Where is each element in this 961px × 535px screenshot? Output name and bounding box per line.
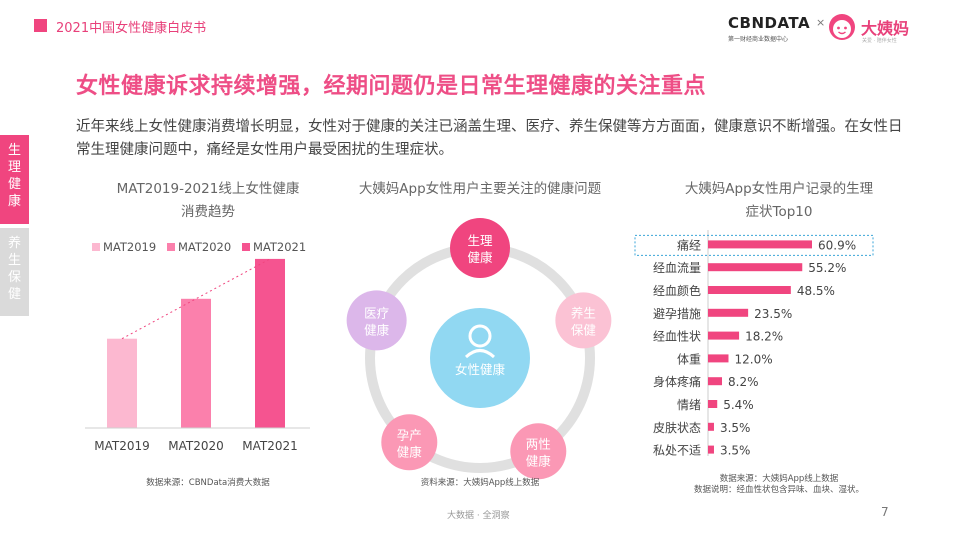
bar-皮肤状态 [708, 422, 714, 431]
bar-体重 [708, 354, 729, 363]
bar-身体疼痛 [708, 377, 723, 386]
bar-经血颜色 [708, 286, 791, 294]
chart3-title-line1: 大姨妈App女性用户记录的生理 [684, 181, 874, 197]
category-label: 经血流量 [653, 261, 701, 275]
node-label: 健康 [467, 250, 493, 265]
page-title: 女性健康诉求持续增强，经期问题仍是日常生理健康的关注重点 [76, 74, 707, 99]
side-tab-physiological-health[interactable]: 生理健康 [0, 135, 29, 224]
value-label: 5.4% [723, 398, 754, 412]
node-circle [381, 414, 438, 471]
chart1-source: 数据来源：CBNData消费大数据 [146, 478, 270, 488]
cbndata-logo: CBNDATA [728, 14, 811, 32]
legend-label: MAT2020 [178, 240, 231, 254]
legend-swatch [167, 243, 175, 251]
brand-times: × [816, 16, 826, 29]
page-description: 近年来线上女性健康消费增长明显，女性对于健康的关注已涵盖生理、医疗、养生保健等方… [76, 119, 903, 158]
bar-经血性状 [708, 331, 740, 340]
footer-slogan: 大数据 · 全洞察 [447, 511, 510, 521]
value-label: 3.5% [720, 444, 751, 458]
bar-MAT2019 [107, 338, 137, 428]
category-label: 痛经 [677, 237, 701, 252]
value-label: 55.2% [808, 261, 846, 275]
trend-line [121, 258, 271, 340]
page-number: 7 [881, 505, 889, 519]
woman-icon [464, 324, 496, 359]
category-label: 避孕措施 [653, 307, 701, 321]
category-label: 体重 [677, 352, 701, 366]
value-label: 12.0% [734, 352, 772, 366]
side-tab-char: 康 [7, 194, 21, 209]
bar-经血流量 [708, 263, 803, 272]
dayima-slogan: 关爱 · 陪伴女性 [862, 38, 897, 44]
legend-swatch [242, 243, 250, 251]
node-circle [450, 218, 510, 278]
node-circle [510, 423, 567, 480]
value-label: 23.5% [754, 307, 792, 321]
dayima-logo-icon [829, 14, 855, 40]
side-tab-char: 健 [7, 287, 21, 302]
value-label: 8.2% [728, 375, 759, 389]
node-circle [346, 290, 407, 351]
legend-label: MAT2019 [103, 240, 156, 254]
node-label: 医疗 [364, 305, 389, 320]
value-label: 3.5% [720, 421, 751, 435]
value-label: 18.2% [745, 330, 783, 344]
side-tab-char: 理 [7, 160, 21, 175]
category-label: 经血性状 [653, 330, 701, 344]
chart1-consumption-trend: MAT2019 MAT2020 MAT2021 MAT2019 MAT2020 MAT20… [85, 240, 310, 453]
chart3-source-line1: 数据来源：大姨妈App线上数据 [719, 474, 839, 484]
category-label: 皮肤状态 [653, 420, 701, 435]
node-label: 健康 [364, 322, 390, 337]
bar-私处不适 [708, 445, 714, 454]
center-label: 女性健康 [455, 362, 506, 377]
bar-避孕措施 [708, 308, 749, 317]
header-square-icon [34, 19, 47, 32]
side-tab-char: 保 [7, 270, 21, 285]
chart1-title-line1: MAT2019-2021线上女性健康 [116, 181, 300, 197]
dayima-logo-text: 大姨妈 [861, 19, 910, 38]
chart3-title: 大姨妈App女性用户记录的生理 症状Top10 [648, 178, 910, 224]
brand-logos: CBNDATA 第一财经商业数据中心 × 大姨妈 关爱 · 陪伴女性 [724, 13, 924, 47]
category-label: 私处不适 [653, 444, 701, 458]
value-label: 48.5% [797, 284, 835, 298]
node-label: 孕产 [397, 427, 422, 442]
node-label: 生理 [467, 233, 493, 248]
chart1-title-line2: 消费趋势 [181, 204, 235, 220]
bar-情绪 [708, 400, 718, 408]
value-label: 60.9% [818, 238, 856, 252]
legend-swatch [92, 243, 100, 251]
chart3-symptoms-top10: 痛经 60.9% 经血流量 55.2% 经血颜色 48.5% 避孕措施 23.5% 经血性状 18… [634, 230, 874, 458]
side-tab-wellness[interactable]: 养生保健 [0, 228, 29, 316]
chart3-title-line2: 症状Top10 [745, 204, 813, 220]
chart3-source-line2: 数据说明：经血性状包含异味、血块、湿状。 [693, 485, 864, 495]
chart3-source: 数据来源：大姨妈App线上数据 数据说明：经血性状包含异味、血块、湿状。 [648, 474, 910, 496]
side-tab-char: 健 [7, 177, 21, 192]
cbndata-subtitle: 第一财经商业数据中心 [728, 36, 789, 43]
node-label: 保健 [571, 322, 597, 337]
center-circle [430, 308, 530, 408]
x-tick-label: MAT2021 [242, 439, 298, 453]
node-label: 两性 [526, 436, 551, 451]
legend-label: MAT2021 [253, 240, 306, 254]
node-label: 健康 [526, 453, 552, 468]
side-tab-char: 生 [7, 253, 21, 268]
category-label: 情绪 [677, 398, 701, 412]
x-tick-label: MAT2019 [94, 439, 150, 453]
node-circle [555, 292, 612, 349]
chart2-source: 资料来源：大姨妈App线上数据 [420, 478, 540, 488]
bar-痛经 [708, 240, 812, 249]
chart2-title: 大姨妈App女性用户主要关注的健康问题 [358, 181, 602, 197]
bar-MAT2020 [181, 298, 211, 428]
category-label: 经血颜色 [653, 283, 701, 298]
x-tick-label: MAT2020 [168, 439, 224, 453]
category-label: 身体疼痛 [653, 374, 701, 389]
chart1-title: MAT2019-2021线上女性健康 消费趋势 [88, 178, 328, 224]
side-tab-char: 生 [7, 143, 21, 158]
node-label: 养生 [571, 305, 596, 320]
node-label: 健康 [397, 444, 423, 459]
side-tab-char: 养 [7, 236, 21, 251]
report-title: 2021中国女性健康白皮书 [56, 21, 207, 36]
bar-MAT2021 [255, 258, 285, 428]
